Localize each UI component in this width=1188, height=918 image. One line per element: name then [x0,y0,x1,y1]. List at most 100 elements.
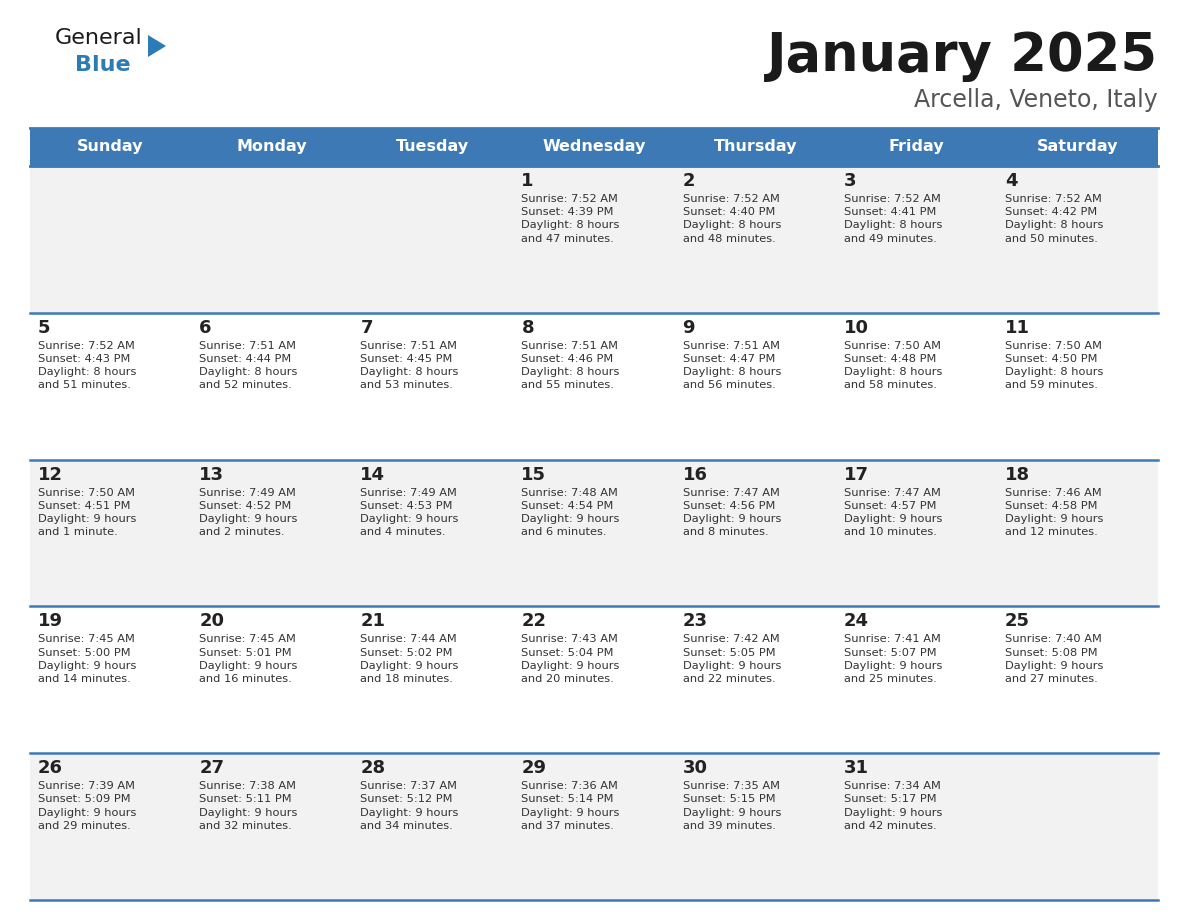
Text: Sunrise: 7:41 AM
Sunset: 5:07 PM
Daylight: 9 hours
and 25 minutes.: Sunrise: 7:41 AM Sunset: 5:07 PM Dayligh… [843,634,942,684]
Text: Sunrise: 7:52 AM
Sunset: 4:39 PM
Daylight: 8 hours
and 47 minutes.: Sunrise: 7:52 AM Sunset: 4:39 PM Dayligh… [522,194,620,243]
Text: Sunrise: 7:34 AM
Sunset: 5:17 PM
Daylight: 9 hours
and 42 minutes.: Sunrise: 7:34 AM Sunset: 5:17 PM Dayligh… [843,781,942,831]
Bar [835,128,997,166]
Bar [835,607,997,753]
Text: Saturday: Saturday [1037,140,1118,154]
Text: Sunrise: 7:51 AM
Sunset: 4:45 PM
Daylight: 8 hours
and 53 minutes.: Sunrise: 7:51 AM Sunset: 4:45 PM Dayligh… [360,341,459,390]
Text: 18: 18 [1005,465,1030,484]
Bar [191,166,353,313]
Text: 13: 13 [200,465,225,484]
Text: 27: 27 [200,759,225,778]
Text: 3: 3 [843,172,857,190]
Text: 10: 10 [843,319,868,337]
Text: Sunrise: 7:45 AM
Sunset: 5:01 PM
Daylight: 9 hours
and 16 minutes.: Sunrise: 7:45 AM Sunset: 5:01 PM Dayligh… [200,634,297,684]
Bar [675,460,835,607]
Text: Sunrise: 7:49 AM
Sunset: 4:52 PM
Daylight: 9 hours
and 2 minutes.: Sunrise: 7:49 AM Sunset: 4:52 PM Dayligh… [200,487,297,537]
Bar [835,753,997,900]
Text: Sunrise: 7:45 AM
Sunset: 5:00 PM
Daylight: 9 hours
and 14 minutes.: Sunrise: 7:45 AM Sunset: 5:00 PM Dayligh… [38,634,137,684]
Text: 26: 26 [38,759,63,778]
Bar [997,128,1158,166]
Text: Sunrise: 7:51 AM
Sunset: 4:47 PM
Daylight: 8 hours
and 56 minutes.: Sunrise: 7:51 AM Sunset: 4:47 PM Dayligh… [683,341,781,390]
Text: 29: 29 [522,759,546,778]
Bar [353,128,513,166]
Text: Arcella, Veneto, Italy: Arcella, Veneto, Italy [915,88,1158,112]
Text: Sunrise: 7:39 AM
Sunset: 5:09 PM
Daylight: 9 hours
and 29 minutes.: Sunrise: 7:39 AM Sunset: 5:09 PM Dayligh… [38,781,137,831]
Text: 28: 28 [360,759,385,778]
Text: Sunrise: 7:47 AM
Sunset: 4:57 PM
Daylight: 9 hours
and 10 minutes.: Sunrise: 7:47 AM Sunset: 4:57 PM Dayligh… [843,487,942,537]
Text: Sunrise: 7:46 AM
Sunset: 4:58 PM
Daylight: 9 hours
and 12 minutes.: Sunrise: 7:46 AM Sunset: 4:58 PM Dayligh… [1005,487,1104,537]
Bar [30,607,191,753]
Text: Sunrise: 7:37 AM
Sunset: 5:12 PM
Daylight: 9 hours
and 34 minutes.: Sunrise: 7:37 AM Sunset: 5:12 PM Dayligh… [360,781,459,831]
Bar [30,460,191,607]
Bar [675,128,835,166]
Bar [675,753,835,900]
Text: 5: 5 [38,319,51,337]
Text: Sunrise: 7:35 AM
Sunset: 5:15 PM
Daylight: 9 hours
and 39 minutes.: Sunrise: 7:35 AM Sunset: 5:15 PM Dayligh… [683,781,781,831]
Bar [835,313,997,460]
Text: Sunrise: 7:49 AM
Sunset: 4:53 PM
Daylight: 9 hours
and 4 minutes.: Sunrise: 7:49 AM Sunset: 4:53 PM Dayligh… [360,487,459,537]
Bar [513,753,675,900]
Text: January 2025: January 2025 [767,30,1158,82]
Text: 15: 15 [522,465,546,484]
Text: 14: 14 [360,465,385,484]
Text: Sunrise: 7:42 AM
Sunset: 5:05 PM
Daylight: 9 hours
and 22 minutes.: Sunrise: 7:42 AM Sunset: 5:05 PM Dayligh… [683,634,781,684]
Text: 23: 23 [683,612,708,631]
Text: Sunrise: 7:40 AM
Sunset: 5:08 PM
Daylight: 9 hours
and 27 minutes.: Sunrise: 7:40 AM Sunset: 5:08 PM Dayligh… [1005,634,1104,684]
Text: 9: 9 [683,319,695,337]
Bar [191,607,353,753]
Text: 31: 31 [843,759,868,778]
Text: Sunrise: 7:52 AM
Sunset: 4:41 PM
Daylight: 8 hours
and 49 minutes.: Sunrise: 7:52 AM Sunset: 4:41 PM Dayligh… [843,194,942,243]
Text: 16: 16 [683,465,708,484]
Bar [997,753,1158,900]
Text: 20: 20 [200,612,225,631]
Text: Friday: Friday [889,140,944,154]
Text: Sunrise: 7:52 AM
Sunset: 4:42 PM
Daylight: 8 hours
and 50 minutes.: Sunrise: 7:52 AM Sunset: 4:42 PM Dayligh… [1005,194,1104,243]
Bar [30,166,191,313]
Text: 12: 12 [38,465,63,484]
Text: Sunrise: 7:44 AM
Sunset: 5:02 PM
Daylight: 9 hours
and 18 minutes.: Sunrise: 7:44 AM Sunset: 5:02 PM Dayligh… [360,634,459,684]
Text: 7: 7 [360,319,373,337]
Bar [191,753,353,900]
Bar [191,128,353,166]
Bar [353,607,513,753]
Text: Wednesday: Wednesday [542,140,646,154]
Text: 4: 4 [1005,172,1017,190]
Text: 1: 1 [522,172,533,190]
Text: Sunrise: 7:43 AM
Sunset: 5:04 PM
Daylight: 9 hours
and 20 minutes.: Sunrise: 7:43 AM Sunset: 5:04 PM Dayligh… [522,634,620,684]
Text: 2: 2 [683,172,695,190]
Text: Monday: Monday [236,140,307,154]
Bar [30,128,191,166]
Bar [30,313,191,460]
Text: Sunrise: 7:51 AM
Sunset: 4:44 PM
Daylight: 8 hours
and 52 minutes.: Sunrise: 7:51 AM Sunset: 4:44 PM Dayligh… [200,341,297,390]
Bar [675,607,835,753]
Text: Sunrise: 7:38 AM
Sunset: 5:11 PM
Daylight: 9 hours
and 32 minutes.: Sunrise: 7:38 AM Sunset: 5:11 PM Dayligh… [200,781,297,831]
Bar [353,313,513,460]
Text: Blue: Blue [75,55,131,75]
Bar [353,166,513,313]
Bar [30,753,191,900]
Text: Sunrise: 7:52 AM
Sunset: 4:43 PM
Daylight: 8 hours
and 51 minutes.: Sunrise: 7:52 AM Sunset: 4:43 PM Dayligh… [38,341,137,390]
Bar [997,460,1158,607]
Bar [997,313,1158,460]
Bar [997,607,1158,753]
Text: Sunrise: 7:47 AM
Sunset: 4:56 PM
Daylight: 9 hours
and 8 minutes.: Sunrise: 7:47 AM Sunset: 4:56 PM Dayligh… [683,487,781,537]
Text: 17: 17 [843,465,868,484]
Text: Sunrise: 7:50 AM
Sunset: 4:50 PM
Daylight: 8 hours
and 59 minutes.: Sunrise: 7:50 AM Sunset: 4:50 PM Dayligh… [1005,341,1104,390]
Text: Sunrise: 7:51 AM
Sunset: 4:46 PM
Daylight: 8 hours
and 55 minutes.: Sunrise: 7:51 AM Sunset: 4:46 PM Dayligh… [522,341,620,390]
Text: Sunrise: 7:52 AM
Sunset: 4:40 PM
Daylight: 8 hours
and 48 minutes.: Sunrise: 7:52 AM Sunset: 4:40 PM Dayligh… [683,194,781,243]
Bar [835,460,997,607]
Bar [353,460,513,607]
Text: 22: 22 [522,612,546,631]
Bar [191,313,353,460]
Bar [191,460,353,607]
Text: 21: 21 [360,612,385,631]
Bar [513,128,675,166]
Text: 24: 24 [843,612,868,631]
Text: 30: 30 [683,759,708,778]
Text: Tuesday: Tuesday [397,140,469,154]
Bar [835,166,997,313]
Bar [513,460,675,607]
Text: 25: 25 [1005,612,1030,631]
Bar [675,313,835,460]
Polygon shape [148,35,166,57]
Text: 19: 19 [38,612,63,631]
